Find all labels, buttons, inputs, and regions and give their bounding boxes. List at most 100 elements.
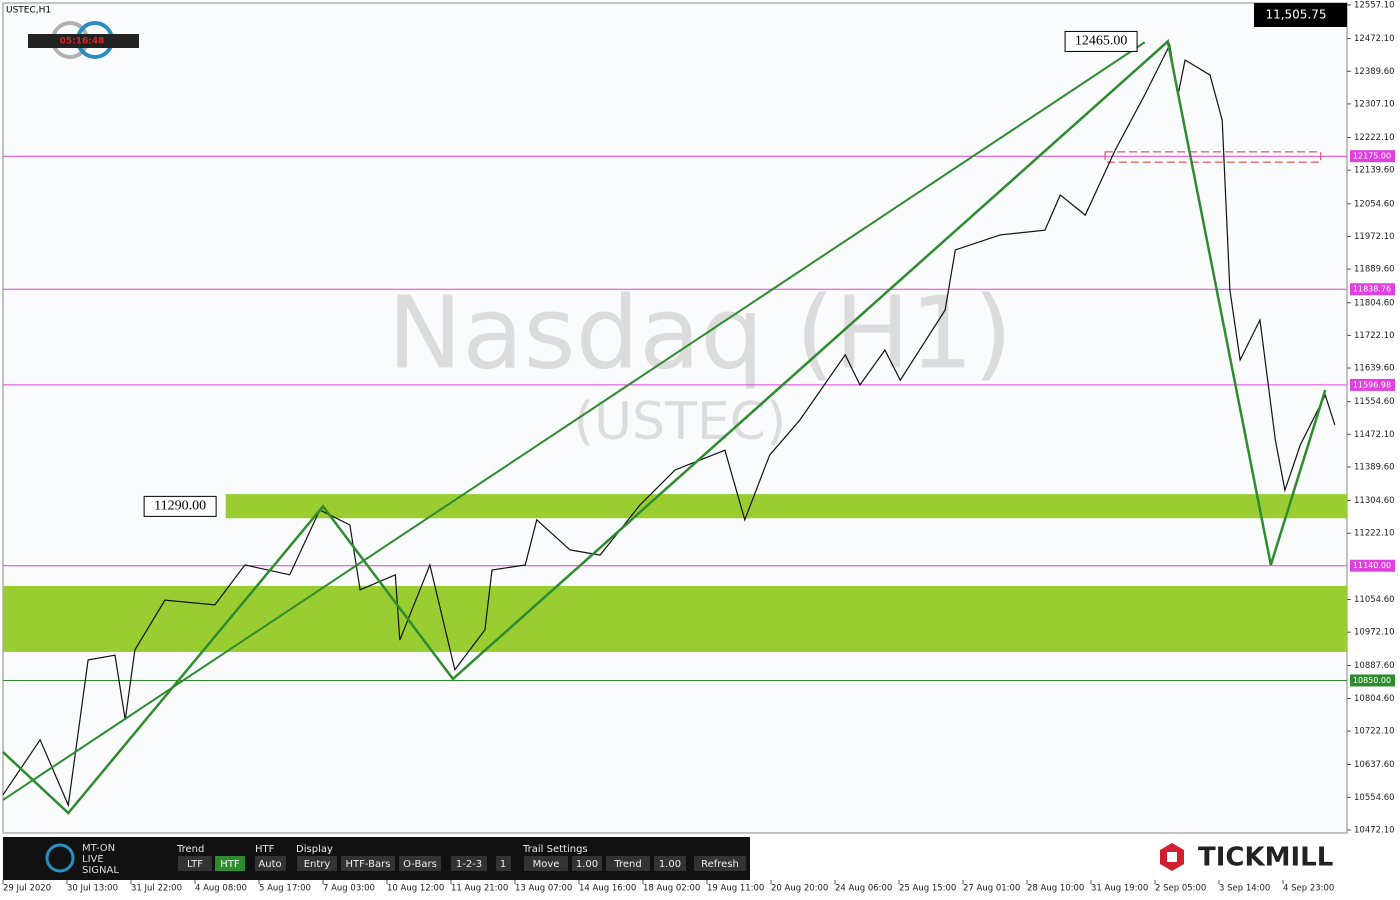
button[interactable] — [341, 856, 395, 871]
y-tick-label: 10637.60 — [1354, 760, 1395, 770]
x-tick-label: 10 Aug 12:00 — [387, 884, 444, 894]
x-tick-label: 5 Aug 17:00 — [259, 884, 311, 894]
plot-area — [2, 2, 1348, 834]
level-label: 11838.76 — [1353, 285, 1391, 294]
button-label[interactable]: Move — [533, 859, 560, 870]
button[interactable] — [694, 856, 746, 871]
zone — [3, 585, 1347, 652]
level-tag — [1350, 559, 1395, 572]
x-tick-label: 18 Aug 02:00 — [643, 884, 700, 894]
y-tick-label: 10887.60 — [1354, 661, 1395, 671]
x-tick-label: 19 Aug 11:00 — [707, 884, 764, 894]
logo: SIGNAL — [82, 865, 119, 876]
button[interactable] — [255, 856, 286, 871]
y-tick-label: 11222.10 — [1354, 529, 1395, 539]
y-tick-label: 12472.10 — [1354, 34, 1395, 44]
x-tick-label: 20 Aug 20:00 — [771, 884, 828, 894]
button-label[interactable]: Entry — [304, 859, 331, 870]
trend-line — [2, 41, 1146, 801]
x-tick-label: 14 Aug 16:00 — [579, 884, 636, 894]
y-tick-label: 11804.60 — [1354, 298, 1395, 308]
level-tag — [1350, 378, 1395, 391]
y-tick-label: 11304.60 — [1354, 496, 1395, 506]
level-label: 11596.98 — [1353, 380, 1391, 389]
button-label[interactable]: 1-2-3 — [456, 859, 482, 870]
y-tick-label: 10804.60 — [1354, 694, 1395, 704]
y-tick-label: 11389.60 — [1354, 462, 1395, 472]
x-tick-label: 13 Aug 07:00 — [515, 884, 572, 894]
level-label: 11140.00 — [1353, 561, 1391, 570]
level-tag — [1350, 674, 1395, 687]
input[interactable] — [654, 856, 686, 871]
y-tick-label: 11889.60 — [1354, 265, 1395, 275]
x-tick-label: 3 Sep 14:00 — [1219, 884, 1270, 894]
timer-box — [28, 34, 139, 48]
x-tick-label: 31 Jul 22:00 — [131, 884, 182, 894]
x-tick-label: 7 Aug 03:00 — [323, 884, 375, 894]
level-label: 12175.00 — [1353, 152, 1391, 161]
brand: TICKMILL — [1198, 843, 1333, 873]
x-tick-label: 28 Aug 10:00 — [1027, 884, 1084, 894]
x-tick-label: 11 Aug 21:00 — [451, 884, 508, 894]
logo: LIVE — [82, 854, 104, 865]
x-tick-label: 30 Jul 13:00 — [67, 884, 118, 894]
price-line — [2, 43, 1336, 808]
input-value[interactable]: 1.00 — [576, 859, 598, 870]
y-tick-label: 11972.10 — [1354, 232, 1395, 242]
y-tick-label: 10472.10 — [1354, 826, 1395, 836]
button-label[interactable]: HTF-Bars — [346, 859, 391, 870]
annotation-box — [143, 495, 217, 517]
last-price: 11,505.75 — [1265, 8, 1326, 22]
y-tick-label: 11554.60 — [1354, 397, 1395, 407]
symbol: USTEC,H1 — [6, 6, 51, 16]
label: Trend — [176, 844, 204, 855]
zone — [225, 494, 1348, 519]
button[interactable] — [524, 856, 568, 871]
y-tick-label: 11472.10 — [1354, 430, 1395, 440]
button-label[interactable]: Trend — [613, 859, 641, 870]
button-label[interactable]: 1 — [500, 859, 506, 870]
label: Trail Settings — [522, 844, 588, 855]
button[interactable] — [451, 856, 487, 871]
y-tick-label: 12054.60 — [1354, 199, 1395, 209]
annotation-label: 12465.00 — [1075, 34, 1128, 49]
button-label[interactable]: O-Bars — [403, 859, 437, 870]
x-tick-label: 2 Sep 05:00 — [1155, 884, 1206, 894]
watermark-subtitle: (USTEC) — [574, 392, 787, 452]
button-label[interactable]: LTF — [187, 859, 203, 870]
y-tick-label: 12139.60 — [1354, 166, 1395, 176]
x-tick-label: 29 Jul 2020 — [3, 884, 51, 894]
level-tag — [1350, 283, 1395, 296]
label: HTF — [255, 844, 275, 855]
x-tick-label: 27 Aug 01:00 — [963, 884, 1020, 894]
resistance-box — [1104, 151, 1322, 163]
button[interactable] — [297, 856, 337, 871]
timer: 05:16:48 — [60, 37, 105, 47]
y-tick-label: 11054.60 — [1354, 595, 1395, 605]
button-label[interactable]: Auto — [258, 859, 281, 870]
button-label[interactable]: Refresh — [701, 859, 739, 870]
y-tick-label: 12307.10 — [1354, 99, 1395, 109]
y-tick-label: 11722.10 — [1354, 331, 1395, 341]
annotation-label: 11290.00 — [154, 499, 206, 514]
input-value[interactable]: 1.00 — [659, 859, 681, 870]
x-tick-label: 31 Aug 19:00 — [1091, 884, 1148, 894]
button[interactable] — [496, 856, 511, 871]
toolbar: MT-ON LIVE SIGNAL Trend LTF HTF HTF Auto… — [3, 837, 750, 880]
input[interactable] — [572, 856, 602, 871]
button-label[interactable]: HTF — [220, 859, 240, 870]
level-tag — [1350, 150, 1395, 163]
y-tick-label: 10554.60 — [1354, 793, 1395, 803]
label: Display — [296, 844, 333, 855]
logo-ring — [45, 843, 75, 873]
button[interactable] — [399, 856, 441, 871]
x-tick-label: 4 Aug 08:00 — [195, 884, 247, 894]
button[interactable] — [606, 856, 650, 871]
button[interactable] — [178, 856, 212, 871]
y-tick-label: 10722.10 — [1354, 727, 1395, 737]
y-tick-label: 10972.10 — [1354, 628, 1395, 638]
button[interactable] — [215, 856, 245, 871]
last-price-box — [1254, 3, 1347, 27]
zigzag-line — [2, 39, 1327, 815]
